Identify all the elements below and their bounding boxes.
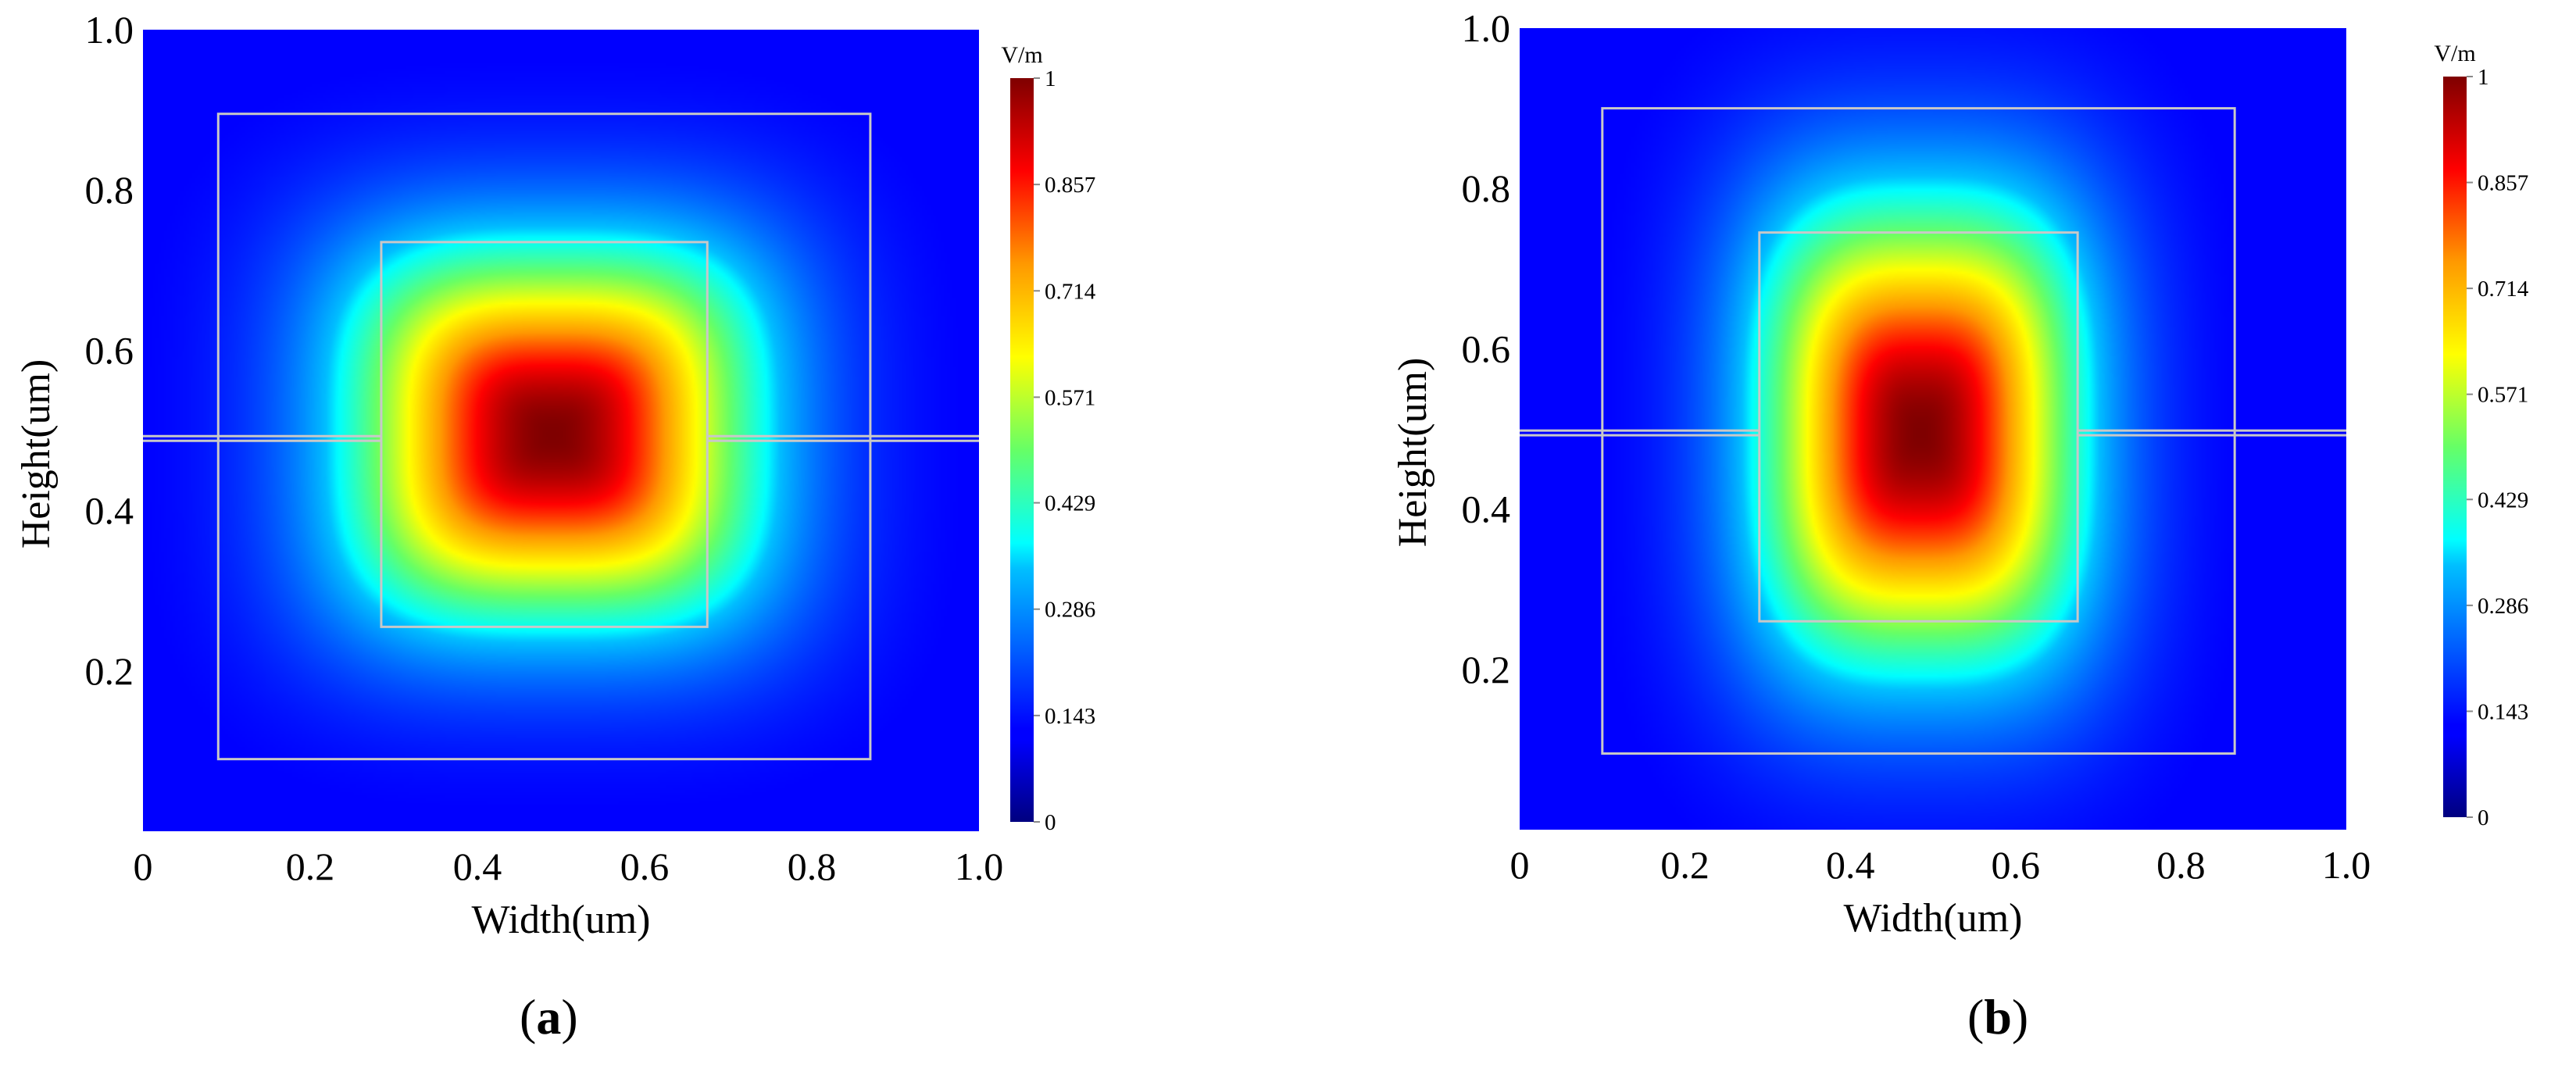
colorbar-tick-label: 0.286 [1045, 598, 1095, 623]
colorbar-tick-label: 0.714 [1045, 279, 1096, 304]
panel-label-a: (a) [520, 989, 578, 1045]
y-tick-label: 0.6 [85, 328, 134, 372]
y-axis-label: Height(um) [1391, 358, 1435, 548]
colorbar-tick-label: 1 [1045, 66, 1056, 91]
chart-panel-b: 0 0.2 0.4 0.6 0.8 1.0 0.2 0.4 0.6 0.8 1.0 Width(um)… [1288, 0, 2575, 1075]
colorbar-tick-label: 0.429 [2478, 488, 2528, 512]
colorbar-tick-label: 0.714 [2478, 277, 2529, 302]
y-tick-label: 0.8 [1462, 166, 1511, 210]
colorbar-tick-label: 0.143 [1045, 704, 1095, 729]
heatmap-chart-b: 0 0.2 0.4 0.6 0.8 1.0 0.2 0.4 0.6 0.8 1.0 Width(um)… [1391, 6, 2529, 941]
field-map [1520, 28, 2346, 830]
inner-rect [380, 241, 709, 628]
y-tick-label: 0.4 [85, 489, 134, 533]
colorbar-tick-label: 0.286 [2478, 594, 2528, 619]
x-tick-label: 0.4 [1826, 843, 1875, 887]
y-tick-label: 0.4 [1462, 488, 1511, 531]
x-tick-label: 0.6 [1992, 843, 2041, 887]
structure-outlines [1520, 107, 2346, 755]
x-tick-label: 1.0 [2322, 843, 2371, 887]
x-tick-label: 0.4 [453, 845, 502, 888]
x-axis-label: Width(um) [1844, 896, 2023, 941]
colorbar-tick-label: 1 [2478, 65, 2489, 90]
y-axis-label: Height(um) [14, 359, 59, 549]
x-tick-label: 0.8 [788, 845, 837, 888]
field-map [143, 30, 979, 831]
colorbar-unit: V/m [1001, 42, 1042, 68]
x-tick-label: 0 [1510, 843, 1530, 887]
colorbar [2443, 77, 2467, 817]
colorbar-tick-label: 0.571 [2478, 383, 2528, 408]
y-tick-label: 1.0 [85, 8, 134, 52]
y-tick-label: 1.0 [1462, 6, 1511, 50]
colorbar-unit: V/m [2434, 41, 2475, 66]
colorbar-tick-label: 0.857 [1045, 173, 1095, 198]
panel-label-b: (b) [1967, 989, 2029, 1045]
colorbar-tick-label: 0.429 [1045, 491, 1095, 516]
y-tick-label: 0.2 [1462, 648, 1511, 691]
colorbar-tick-label: 0.857 [2478, 171, 2528, 196]
y-tick-label: 0.8 [85, 168, 134, 212]
y-tick-label: 0.6 [1462, 327, 1511, 370]
colorbar-tick-label: 0.143 [2478, 699, 2528, 724]
x-tick-label: 0 [134, 845, 153, 888]
heatmap-chart-a: 0 0.2 0.4 0.6 0.8 1.0 0.2 0.4 0.6 0.8 1.0 Width(um)… [14, 8, 1096, 942]
colorbar [1010, 78, 1034, 822]
x-tick-label: 0.2 [1660, 843, 1710, 887]
x-tick-label: 0.8 [2156, 843, 2206, 887]
structure-outlines [143, 112, 979, 761]
colorbar-tick-label: 0.571 [1045, 385, 1095, 410]
chart-panel-a: 0 0.2 0.4 0.6 0.8 1.0 0.2 0.4 0.6 0.8 1.0 Width(um)… [14, 8, 1096, 1045]
x-axis-label: Width(um) [472, 898, 651, 942]
inner-rect [1758, 231, 2079, 623]
x-tick-label: 1.0 [955, 845, 1004, 888]
y-tick-label: 0.2 [85, 649, 134, 693]
x-tick-label: 0.6 [620, 845, 670, 888]
colorbar-tick-label: 0 [1045, 810, 1056, 835]
colorbar-tick-label: 0 [2478, 805, 2489, 830]
x-tick-label: 0.2 [286, 845, 335, 888]
